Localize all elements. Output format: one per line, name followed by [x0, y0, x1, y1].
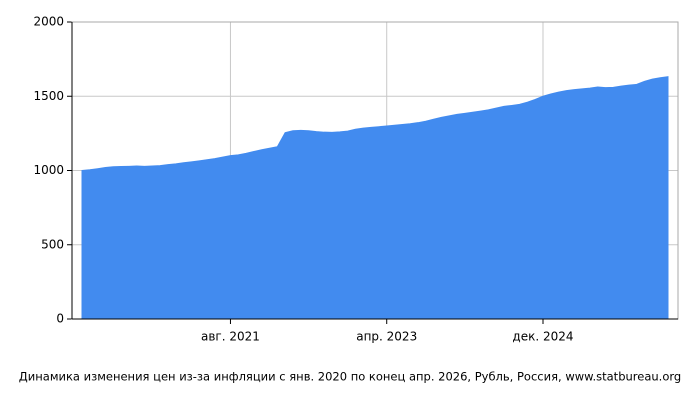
- x-tick-label: дек. 2024: [512, 330, 573, 344]
- y-tick-label: 1000: [33, 163, 64, 177]
- x-tick-label: авг. 2021: [201, 330, 260, 344]
- y-tick-label: 2000: [33, 15, 64, 29]
- chart-caption: Динамика изменения цен из-за инфляции с …: [19, 370, 681, 384]
- y-tick-label: 500: [41, 237, 64, 251]
- y-tick-label: 0: [56, 312, 64, 326]
- y-tick-label: 1500: [33, 89, 64, 103]
- x-tick-label: апр. 2023: [356, 330, 417, 344]
- area: [81, 76, 669, 320]
